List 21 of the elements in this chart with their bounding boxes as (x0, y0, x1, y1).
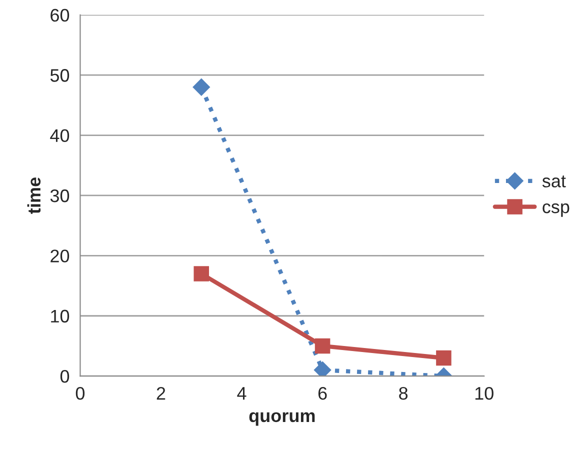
legend-label: sat (542, 176, 566, 188)
x-tick-label: 2 (156, 386, 166, 400)
point (314, 338, 330, 354)
y-tick-label: 30 (50, 189, 70, 202)
x-axis-title: quorum (249, 412, 315, 426)
x-tick-label: 10 (475, 386, 494, 400)
y-tick-label: 10 (51, 310, 70, 323)
y-axis-title: time (27, 178, 41, 214)
y-tick-label: 50 (50, 69, 70, 82)
y-tick-label: 0 (60, 370, 70, 383)
y-tick-label: 60 (50, 8, 70, 22)
point (194, 266, 210, 282)
x-tick-label: 6 (318, 386, 327, 400)
point (192, 78, 210, 96)
y-tick-label: 20 (50, 250, 70, 262)
y-tick-label: 40 (50, 129, 70, 142)
point (436, 350, 452, 366)
x-tick-label: 0 (76, 386, 85, 400)
x-tick-label: 8 (399, 386, 408, 400)
x-tick-label: 4 (237, 387, 246, 400)
legend-label: csp (542, 203, 570, 217)
